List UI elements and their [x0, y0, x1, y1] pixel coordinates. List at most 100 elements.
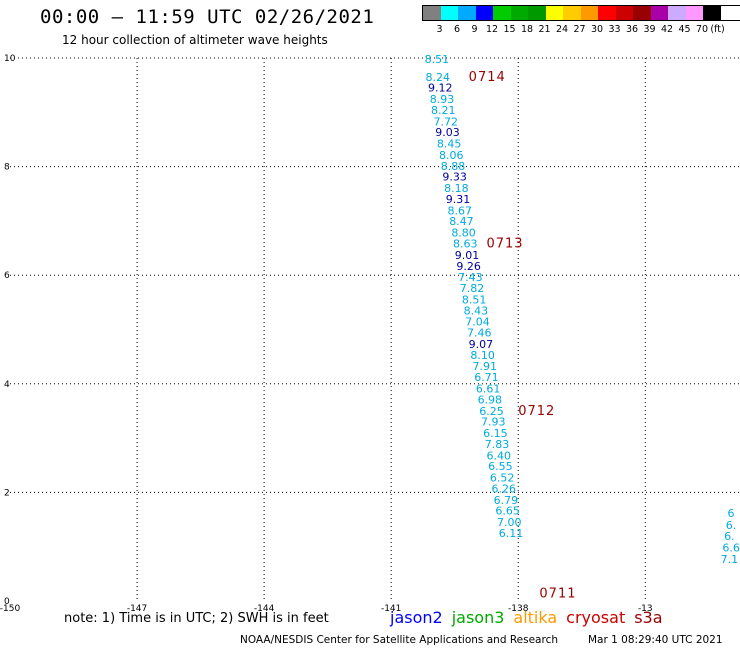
data-point-label: 8.51 — [462, 293, 487, 306]
data-point-label: 6.71 — [474, 371, 499, 384]
data-point-label: 8.67 — [448, 204, 473, 217]
footer-timestamp: Mar 1 08:29:40 UTC 2021 — [588, 634, 723, 646]
data-point-label: 7.91 — [472, 360, 497, 373]
data-point-label: 7.43 — [458, 271, 483, 284]
data-point-label: 7.72 — [434, 115, 459, 128]
data-point-label: 8.43 — [464, 304, 489, 317]
footer: NOAA/NESDIS Center for Satellite Applica… — [240, 634, 723, 646]
color-swatch — [703, 6, 721, 20]
x-tick-label: -150 — [0, 604, 20, 614]
color-scale-label: 30 — [590, 24, 604, 35]
data-point-label: 7.83 — [485, 438, 510, 451]
color-scale-label: 24 — [555, 24, 569, 35]
color-swatch — [598, 6, 616, 20]
color-scale-label: 15 — [503, 24, 516, 35]
color-scale-swatches — [422, 5, 740, 21]
data-point-label: 6. — [724, 530, 735, 543]
color-swatch — [458, 6, 476, 20]
x-tick-label: -144 — [254, 604, 275, 614]
y-tick-label: 2 — [4, 488, 10, 498]
data-point-label: 8.24 — [425, 71, 450, 84]
data-point-label: 9.12 — [428, 82, 453, 95]
data-point-label: 6.40 — [486, 449, 511, 462]
color-scale-label: 27 — [573, 24, 586, 35]
color-scale-label: 6 — [453, 24, 461, 35]
color-scale-label: (ft) — [710, 24, 725, 35]
color-scale-label: 39 — [643, 24, 656, 35]
data-point-label: 7.82 — [460, 282, 485, 295]
satellite-legend-jason2: jason2 — [390, 608, 443, 627]
color-scale-label: 45 — [678, 24, 691, 35]
data-point-label: 6.52 — [490, 472, 515, 485]
note-text: note: 1) Time is in UTC; 2) SWH is in fe… — [64, 611, 329, 626]
time-label: 0711 — [539, 587, 576, 602]
data-point-label: 6.26 — [492, 482, 517, 495]
color-swatch — [580, 6, 598, 20]
data-point-label: 9.03 — [435, 126, 460, 139]
chart-title: 00:00 — 11:59 UTC 02/26/2021 — [40, 6, 375, 28]
data-point-label: 6.55 — [488, 460, 512, 473]
data-point-label: 6.15 — [483, 427, 508, 440]
data-point-label: 6.25 — [479, 405, 504, 418]
data-point-label: 7.46 — [467, 327, 492, 340]
satellite-legend-jason3: jason3 — [451, 608, 505, 627]
data-point-label: 7.1 — [721, 553, 739, 566]
time-label: 0713 — [486, 237, 523, 252]
data-point-label: 9.07 — [469, 338, 494, 351]
color-scale-label: 9 — [471, 24, 478, 35]
color-swatch — [650, 6, 668, 20]
chart-subtitle: 12 hour collection of altimeter wave hei… — [62, 33, 328, 47]
y-tick-label: 6 — [4, 271, 10, 281]
data-point-label: 7.04 — [465, 316, 490, 329]
time-label: 0714 — [469, 70, 506, 85]
data-point-label: 9.26 — [456, 260, 481, 273]
x-tick-label: -141 — [381, 604, 401, 614]
time-label: 0712 — [518, 404, 555, 419]
y-tick-label: 4 — [4, 380, 10, 390]
data-point-label: 8.80 — [451, 227, 476, 240]
color-scale-legend: 3 6 9 12 15 18 21 24 27 30 33 36 39 42 45 70 (ft) — [422, 5, 740, 35]
color-swatch — [545, 6, 563, 20]
color-swatch — [633, 6, 651, 20]
data-point-label: 6.6 — [722, 542, 740, 555]
color-swatch — [668, 6, 686, 20]
y-tick-label: 8 — [4, 163, 10, 173]
color-scale-label: 21 — [538, 24, 551, 35]
data-point-label: 8.88 — [441, 160, 466, 173]
color-scale-labels: 3 6 9 12 15 18 21 24 27 30 33 36 39 42 45 70 (ft) — [422, 21, 740, 35]
color-scale-label: 12 — [485, 24, 499, 35]
data-point-label: 6 — [727, 507, 734, 520]
data-point-label: 8.47 — [449, 215, 474, 228]
data-point-label: 6.11 — [499, 527, 524, 540]
color-scale-label: 36 — [625, 24, 639, 35]
footer-source: NOAA/NESDIS Center for Satellite Applica… — [240, 634, 558, 646]
color-swatch — [510, 6, 528, 20]
satellite-legend-altika: altika — [513, 608, 558, 627]
data-point-label: 8.06 — [439, 149, 464, 162]
data-point-label: 8.45 — [437, 138, 462, 151]
color-scale-label: 42 — [660, 24, 674, 35]
data-point-label: 9.33 — [442, 171, 467, 184]
data-point-label: 8.10 — [470, 349, 495, 362]
data-point-label: 7.93 — [481, 416, 506, 429]
color-scale-label: 70 — [695, 24, 709, 35]
color-swatch — [615, 6, 633, 20]
color-scale-label: 33 — [608, 24, 621, 35]
data-point-label: 8.93 — [430, 93, 455, 106]
data-point-label: 8.63 — [453, 238, 478, 251]
data-point-label: 9.31 — [446, 193, 471, 206]
data-point-label: 6.79 — [494, 494, 519, 507]
color-swatch — [685, 6, 703, 20]
data-point-label: 7.00 — [497, 516, 522, 529]
satellite-legend-cryosat: cryosat — [566, 608, 626, 627]
data-point-label: 8.51 — [425, 53, 450, 66]
x-tick-label: -13 — [638, 604, 653, 614]
color-scale-label: 3 — [436, 24, 443, 35]
data-point-label: 6. — [726, 519, 737, 532]
data-point-label: 6.98 — [478, 393, 503, 406]
y-tick-label: 0 — [4, 597, 10, 607]
data-point-label: 6.61 — [476, 382, 501, 395]
color-swatch — [528, 6, 546, 20]
satellite-legend-s3a: s3a — [634, 608, 663, 627]
